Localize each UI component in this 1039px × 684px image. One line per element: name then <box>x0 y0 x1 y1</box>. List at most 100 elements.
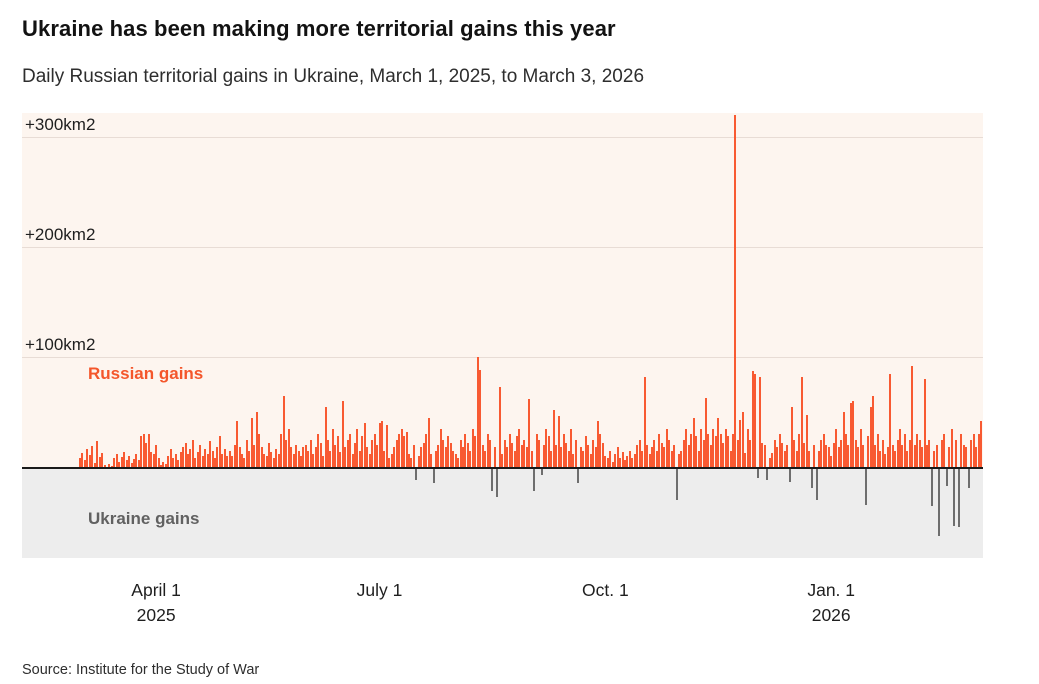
russian-gain-bar <box>469 450 472 467</box>
russian-gain-bar <box>322 456 325 467</box>
russian-gain-bar <box>633 453 636 467</box>
russian-gain-bar <box>903 434 906 467</box>
russian-gain-bar <box>79 458 81 467</box>
legend-ukraine-gains: Ukraine gains <box>88 509 200 528</box>
source-note: Source: Institute for the Study of War <box>22 662 260 678</box>
russian-gain-bar <box>896 439 899 467</box>
russian-gain-bar <box>530 450 533 467</box>
russian-gain-bar <box>570 428 572 467</box>
russian-gain-bar <box>918 439 921 467</box>
russian-gain-bar <box>344 447 347 467</box>
russian-gain-bar <box>118 461 121 467</box>
russian-gain-bar <box>783 450 786 467</box>
russian-gain-bar <box>574 439 577 467</box>
russian-gain-bar <box>380 420 383 467</box>
russian-gain-bar <box>943 434 946 467</box>
x-tick-year: 2025 <box>136 605 176 625</box>
russian-gain-bar <box>101 452 104 467</box>
russian-gain-bar <box>928 439 931 467</box>
ukraine-gain-bar <box>766 469 769 480</box>
russian-gain-bar <box>837 447 840 467</box>
russian-gain-bar <box>660 442 663 467</box>
russian-gain-bar <box>714 436 717 467</box>
russian-gain-bar <box>236 420 239 467</box>
x-tick-year: 2026 <box>811 605 851 625</box>
russian-gain-bar <box>457 458 460 467</box>
russian-gain-bar <box>439 428 442 467</box>
russian-gain-bar <box>167 456 170 467</box>
russian-gain-bar <box>913 445 916 467</box>
gridline-100 <box>22 357 983 358</box>
russian-gain-bar <box>599 434 602 467</box>
ukraine-gain-bar <box>810 469 813 488</box>
russian-gain-bar <box>739 419 742 467</box>
russian-gain-bar <box>319 442 322 467</box>
ukraine-gain-bar <box>967 469 970 488</box>
russian-gain-bar <box>312 453 315 467</box>
russian-gain-bar <box>557 416 560 467</box>
x-tick-jan-1: Jan. 1 2026 <box>807 578 855 628</box>
y-axis-label-200: +200km2 <box>25 225 96 244</box>
russian-gain-bar <box>223 449 226 467</box>
russian-gain-bar <box>253 445 256 467</box>
russian-gain-bar <box>164 463 167 467</box>
russian-gain-bar <box>651 447 653 467</box>
russian-gain-bar <box>265 456 268 467</box>
russian-gain-bar <box>761 442 764 467</box>
russian-gain-bar <box>626 456 629 467</box>
russian-gain-bar <box>307 450 310 467</box>
russian-gain-bar <box>790 406 793 467</box>
russian-gain-bar <box>339 451 342 467</box>
russian-gain-bar <box>550 450 553 467</box>
russian-gain-bar <box>646 445 649 467</box>
russian-gain-bar <box>653 439 656 467</box>
russian-gain-bar <box>243 458 246 467</box>
russian-gain-bar <box>309 439 312 467</box>
russian-gain-bar <box>520 445 523 467</box>
russian-gain-bar <box>879 450 882 467</box>
ukraine-gain-bar <box>788 469 791 483</box>
russian-gain-bar <box>479 370 482 467</box>
russian-gain-bar <box>638 439 641 467</box>
russian-gain-bar <box>977 434 980 467</box>
russian-gain-bar <box>476 357 479 467</box>
russian-gain-bar <box>290 447 293 467</box>
russian-gain-bar <box>579 447 582 467</box>
russian-gain-bar <box>221 453 224 467</box>
russian-gain-bar <box>353 442 356 467</box>
russian-gain-bar <box>584 436 587 467</box>
russian-gain-bar <box>592 439 595 467</box>
russian-gain-bar <box>430 453 433 467</box>
russian-gain-bar <box>854 439 857 467</box>
russian-gain-bar <box>481 445 484 467</box>
russian-gain-bar <box>538 439 541 467</box>
ukraine-gain-bar <box>930 469 933 507</box>
russian-gain-bar <box>187 453 190 467</box>
ukraine-gain-bar <box>415 469 418 480</box>
russian-gain-bar <box>292 453 295 467</box>
russian-gain-bar <box>641 450 644 467</box>
russian-gain-bar <box>393 447 396 467</box>
russian-gain-bar <box>515 436 518 467</box>
russian-gain-bar <box>103 464 106 467</box>
russian-gain-bar <box>923 379 926 467</box>
russian-gain-bar <box>876 434 879 467</box>
russian-gain-bar <box>545 428 548 467</box>
russian-gain-bar <box>680 450 683 467</box>
zero-baseline <box>22 467 983 469</box>
russian-gain-bar <box>285 439 288 467</box>
russian-gain-bar <box>972 434 975 467</box>
russian-gain-bar <box>204 449 207 467</box>
russian-gain-bar <box>196 451 199 467</box>
russian-gain-bar <box>160 464 163 467</box>
russian-gain-bar <box>587 445 590 467</box>
russian-gain-bar <box>442 439 445 467</box>
russian-gain-bar <box>687 445 690 467</box>
russian-gain-bar <box>616 447 619 467</box>
russian-gain-bar <box>326 439 329 467</box>
russian-gain-bar <box>263 453 266 467</box>
russian-gain-bar <box>948 447 951 467</box>
ukraine-gain-bar <box>952 469 955 527</box>
russian-gain-bar <box>847 445 850 467</box>
